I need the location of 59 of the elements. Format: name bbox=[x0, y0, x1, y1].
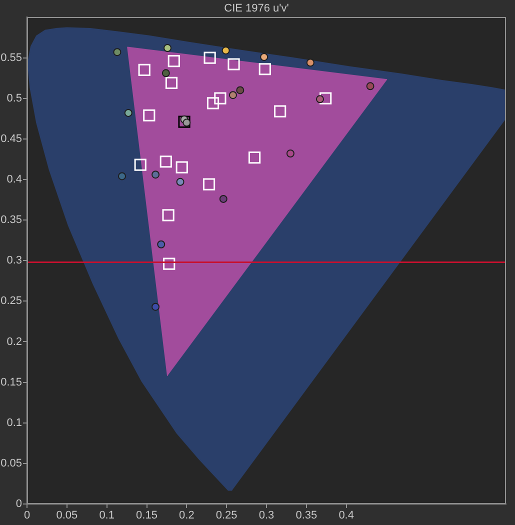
point bbox=[152, 170, 160, 179]
chart-title: CIE 1976 u'v' bbox=[224, 2, 289, 15]
x-tick-label: 0.2 bbox=[179, 510, 194, 522]
x-tick-label: 0.3 bbox=[258, 510, 274, 522]
x-tick-label: 0.35 bbox=[296, 510, 318, 522]
point bbox=[214, 92, 226, 104]
x-tick-label: 0.25 bbox=[216, 510, 238, 522]
point bbox=[113, 48, 122, 56]
point bbox=[204, 52, 216, 64]
point bbox=[143, 109, 156, 122]
point bbox=[274, 105, 286, 118]
y-tick-label: 0.55 bbox=[0, 52, 22, 64]
y-tick-label: 0.1 bbox=[6, 416, 22, 429]
point bbox=[124, 108, 132, 117]
point bbox=[222, 46, 230, 54]
point bbox=[306, 58, 314, 67]
point bbox=[366, 82, 374, 90]
point bbox=[228, 58, 240, 70]
point bbox=[260, 52, 268, 61]
x-tick-label: 0.05 bbox=[56, 510, 78, 522]
point bbox=[219, 194, 228, 203]
y-tick-label: 0.2 bbox=[6, 336, 22, 348]
point bbox=[160, 156, 172, 168]
point bbox=[162, 209, 174, 222]
point bbox=[228, 91, 237, 100]
x-tick-label: 0.1 bbox=[99, 510, 114, 522]
point bbox=[178, 116, 190, 128]
point bbox=[164, 44, 172, 52]
point bbox=[163, 258, 176, 270]
y-tick-label: 0.15 bbox=[0, 376, 22, 388]
x-tick-label: 0.15 bbox=[136, 510, 158, 522]
point bbox=[248, 152, 261, 164]
point bbox=[168, 54, 180, 68]
point bbox=[202, 178, 216, 190]
x-tick-label: 0.4 bbox=[338, 510, 354, 522]
x-tick-label: 0 bbox=[24, 510, 30, 522]
point bbox=[258, 63, 271, 76]
point bbox=[320, 92, 332, 104]
point bbox=[176, 178, 184, 186]
point bbox=[118, 172, 126, 180]
y-tick-label: 0.4 bbox=[6, 174, 22, 186]
point bbox=[286, 150, 294, 158]
point bbox=[162, 69, 170, 78]
point bbox=[236, 86, 244, 94]
y-tick-label: 0.25 bbox=[0, 295, 22, 308]
point bbox=[157, 240, 166, 248]
y-tick-label: 0 bbox=[16, 498, 22, 510]
y-tick-label: 0.3 bbox=[6, 254, 22, 267]
y-tick-label: 0.45 bbox=[0, 132, 22, 145]
point bbox=[165, 76, 178, 89]
point bbox=[152, 302, 160, 311]
point bbox=[316, 95, 324, 104]
point bbox=[176, 161, 188, 174]
y-tick-label: 0.05 bbox=[0, 457, 22, 470]
y-tick-label: 0.5 bbox=[6, 92, 22, 104]
point bbox=[138, 64, 150, 76]
point bbox=[134, 158, 146, 171]
y-tick-label: 0.35 bbox=[0, 214, 22, 226]
point bbox=[206, 97, 220, 110]
